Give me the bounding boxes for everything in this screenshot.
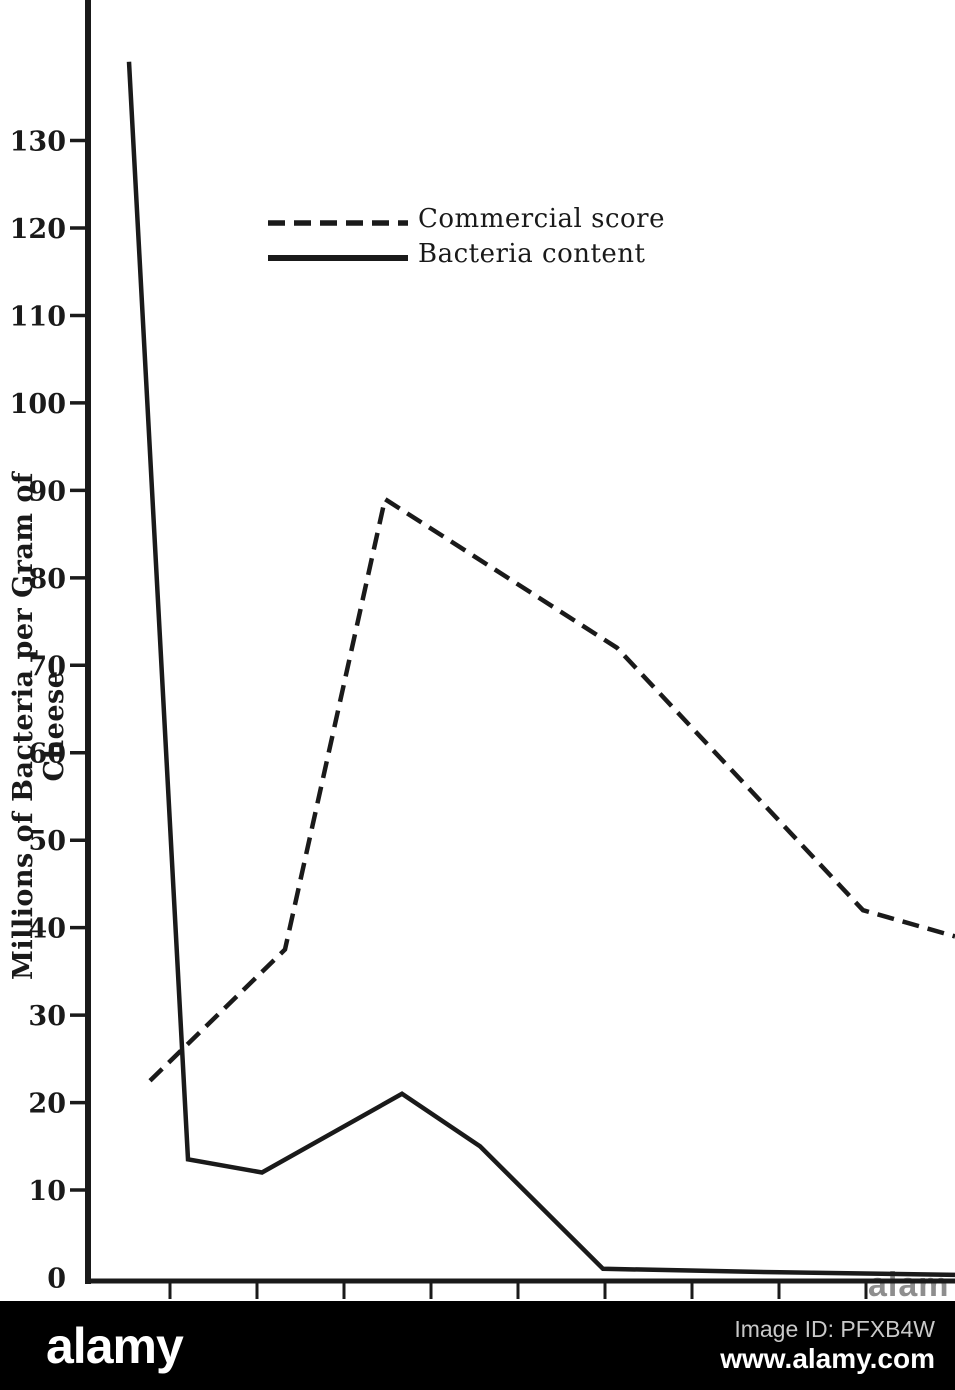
y-tick-label: 10 xyxy=(28,1176,66,1207)
image-id-text: Image ID: PFXB4W xyxy=(734,1316,935,1342)
series-line-commercial-score xyxy=(148,495,955,1083)
legend-label-commercial-score: Commercial score xyxy=(418,204,666,234)
y-tick-label: 0 xyxy=(47,1264,66,1295)
y-tick-label: 90 xyxy=(28,476,66,507)
y-tick-label: 110 xyxy=(10,301,66,332)
series-line-bacteria-content xyxy=(126,61,955,1278)
y-tick-label: 50 xyxy=(28,826,66,857)
y-tick-label: 80 xyxy=(28,564,66,595)
watermark-bar-right: Image ID: PFXB4W www.alamy.com xyxy=(720,1316,935,1375)
y-tick-label: 120 xyxy=(10,214,66,245)
y-axis-title: Millions of Bacteria per Gram of Cheese xyxy=(8,472,70,981)
y-tick-label: 40 xyxy=(28,914,66,945)
y-tick-label: 130 xyxy=(10,127,66,158)
y-tick-label: 100 xyxy=(10,389,66,420)
y-tick-label: 70 xyxy=(28,651,66,682)
alamy-url-text: www.alamy.com xyxy=(720,1343,935,1374)
alamy-logo: alamy xyxy=(46,1317,184,1374)
y-tick-label: 60 xyxy=(28,739,66,770)
y-tick-label: 20 xyxy=(28,1089,66,1120)
alamy-watermark-bar: alamy Image ID: PFXB4W www.alamy.com xyxy=(0,1301,955,1390)
chart-plot-area: 0 10 20 30 40 50 60 70 80 90 100 110 120 130 xyxy=(10,0,955,1299)
legend-label-bacteria-content: Bacteria content xyxy=(418,239,646,269)
y-tick-label: 30 xyxy=(28,1001,66,1032)
